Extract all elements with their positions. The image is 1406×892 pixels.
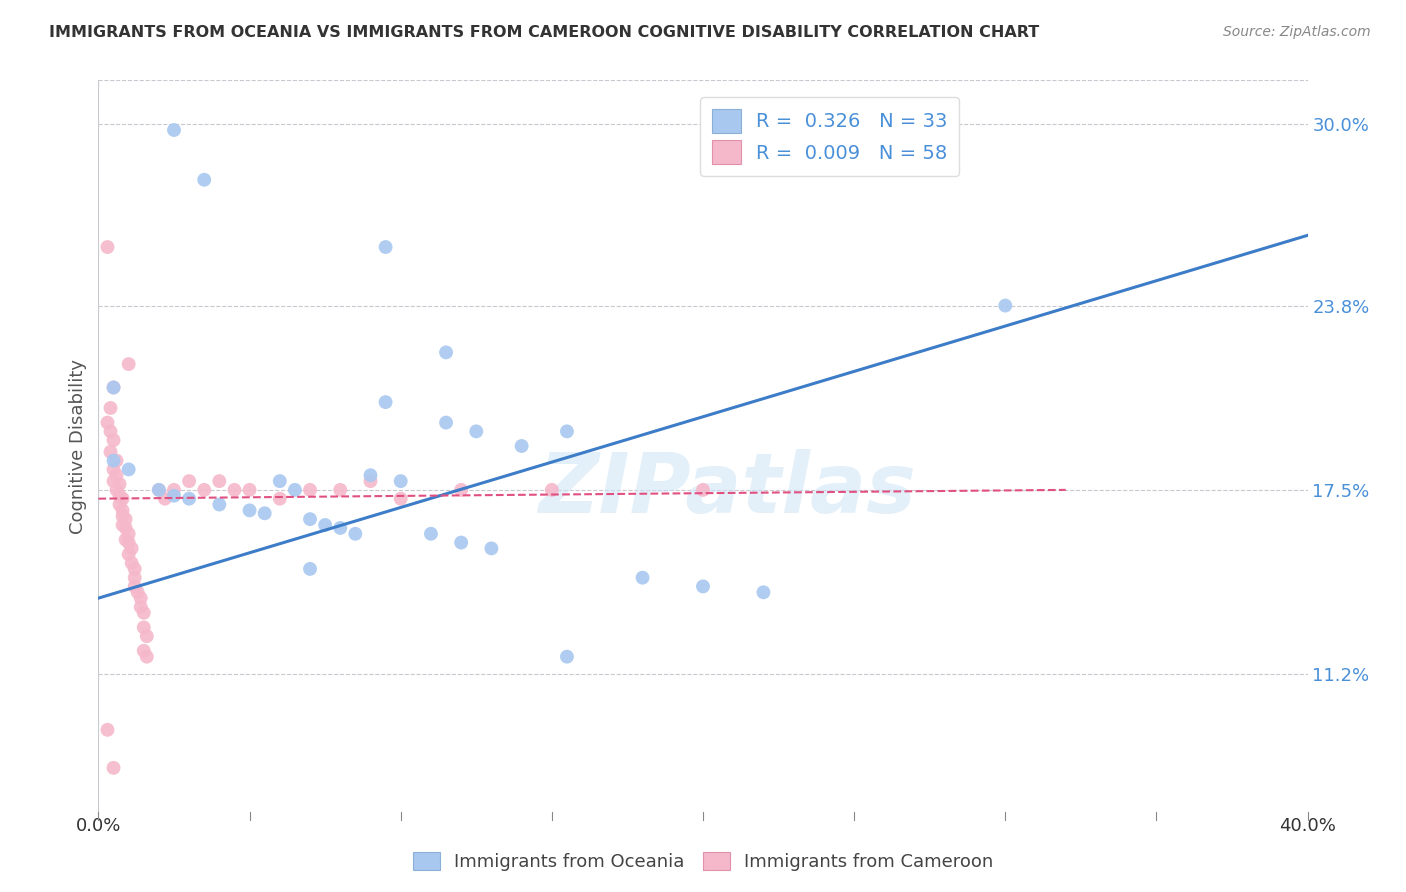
- Point: [103, 453, 125, 467]
- Point: [135, 629, 157, 643]
- Point: [135, 649, 157, 664]
- Point: [179, 491, 201, 506]
- Point: [96, 723, 118, 737]
- Point: [103, 380, 125, 394]
- Point: [132, 606, 155, 620]
- Point: [118, 547, 141, 561]
- Point: [127, 585, 149, 599]
- Point: [118, 526, 141, 541]
- Point: [108, 477, 131, 491]
- Point: [434, 345, 457, 359]
- Point: [329, 483, 352, 497]
- Point: [111, 518, 134, 533]
- Point: [103, 474, 125, 488]
- Point: [239, 483, 262, 497]
- Point: [450, 535, 472, 549]
- Point: [111, 503, 134, 517]
- Y-axis label: Cognitive Disability: Cognitive Disability: [69, 359, 87, 533]
- Point: [631, 571, 654, 585]
- Point: [193, 483, 215, 497]
- Point: [994, 299, 1017, 313]
- Point: [692, 579, 714, 593]
- Point: [121, 556, 143, 570]
- Text: ZIPatlas: ZIPatlas: [538, 450, 917, 531]
- Point: [374, 395, 396, 409]
- Point: [103, 433, 125, 447]
- Point: [224, 483, 246, 497]
- Point: [179, 474, 201, 488]
- Point: [360, 474, 382, 488]
- Point: [269, 474, 291, 488]
- Point: [103, 761, 125, 775]
- Point: [96, 240, 118, 254]
- Point: [329, 521, 352, 535]
- Point: [108, 489, 131, 503]
- Legend: R =  0.326   N = 33, R =  0.009   N = 58: R = 0.326 N = 33, R = 0.009 N = 58: [700, 97, 959, 176]
- Point: [239, 503, 262, 517]
- Point: [124, 562, 146, 576]
- Point: [299, 562, 322, 576]
- Point: [100, 445, 122, 459]
- Point: [121, 541, 143, 556]
- Point: [450, 483, 472, 497]
- Point: [111, 491, 134, 506]
- Point: [465, 425, 488, 439]
- Point: [129, 599, 152, 614]
- Point: [389, 474, 412, 488]
- Point: [118, 462, 141, 476]
- Point: [103, 380, 125, 394]
- Point: [114, 533, 136, 547]
- Point: [344, 526, 367, 541]
- Point: [420, 526, 443, 541]
- Point: [434, 416, 457, 430]
- Point: [284, 483, 307, 497]
- Point: [752, 585, 775, 599]
- Point: [510, 439, 533, 453]
- Point: [555, 425, 578, 439]
- Point: [124, 579, 146, 593]
- Point: [692, 483, 714, 497]
- Point: [163, 123, 186, 137]
- Point: [96, 416, 118, 430]
- Point: [360, 468, 382, 483]
- Point: [118, 535, 141, 549]
- Point: [269, 491, 291, 506]
- Point: [124, 571, 146, 585]
- Point: [105, 468, 128, 483]
- Point: [299, 512, 322, 526]
- Point: [108, 498, 131, 512]
- Point: [103, 462, 125, 476]
- Point: [299, 483, 322, 497]
- Point: [105, 453, 128, 467]
- Point: [129, 591, 152, 606]
- Point: [100, 401, 122, 415]
- Point: [132, 644, 155, 658]
- Point: [132, 620, 155, 634]
- Point: [163, 489, 186, 503]
- Point: [163, 483, 186, 497]
- Point: [111, 509, 134, 524]
- Point: [193, 173, 215, 187]
- Point: [105, 483, 128, 497]
- Point: [148, 483, 170, 497]
- Text: IMMIGRANTS FROM OCEANIA VS IMMIGRANTS FROM CAMEROON COGNITIVE DISABILITY CORRELA: IMMIGRANTS FROM OCEANIA VS IMMIGRANTS FR…: [49, 25, 1039, 40]
- Point: [100, 425, 122, 439]
- Point: [114, 521, 136, 535]
- Point: [540, 483, 562, 497]
- Point: [481, 541, 503, 556]
- Point: [389, 491, 412, 506]
- Legend: Immigrants from Oceania, Immigrants from Cameroon: Immigrants from Oceania, Immigrants from…: [405, 845, 1001, 879]
- Text: Source: ZipAtlas.com: Source: ZipAtlas.com: [1223, 25, 1371, 39]
- Point: [118, 357, 141, 371]
- Point: [153, 491, 176, 506]
- Point: [208, 498, 231, 512]
- Point: [114, 512, 136, 526]
- Point: [253, 506, 276, 520]
- Point: [208, 474, 231, 488]
- Point: [314, 518, 336, 533]
- Point: [148, 483, 170, 497]
- Point: [555, 649, 578, 664]
- Point: [374, 240, 396, 254]
